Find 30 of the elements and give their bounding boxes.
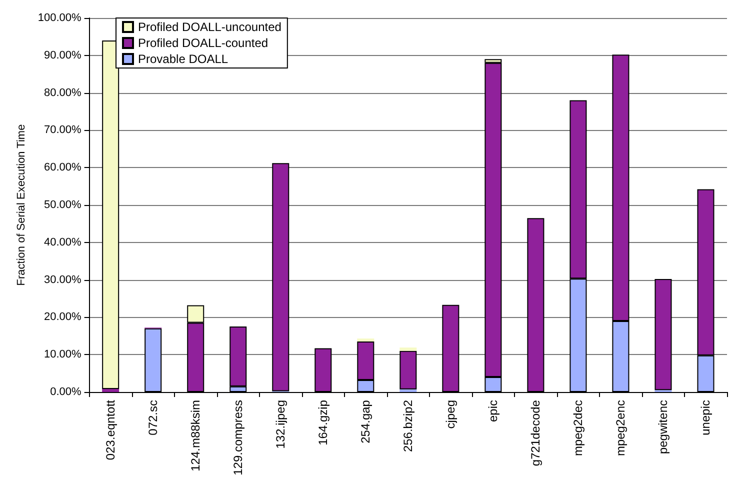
y-tick-label: 20.00%	[44, 311, 82, 324]
x-tick-label: 023.eqntott	[104, 399, 118, 460]
x-tick-label: 129.compress	[231, 400, 246, 476]
y-tick-label: 30.00%	[44, 274, 82, 286]
x-tick-label: 254.gap	[358, 400, 373, 444]
legend-label: Provable DOALL	[138, 52, 228, 66]
y-tick-label: 40.00%	[44, 236, 82, 248]
x-tick-label: 256.bzip2	[401, 400, 416, 452]
y-axis-title: Fraction of Serial Execution Time	[16, 124, 28, 286]
x-tick-label: 124.m88ksim	[188, 400, 203, 472]
y-tick-label: 50.00%	[44, 199, 82, 211]
y-tick-label: 70.00%	[44, 124, 82, 136]
y-tick-label: 100.00%	[38, 12, 82, 24]
legend-label: Profiled DOALL-uncounted	[138, 20, 282, 34]
x-tick-label: mpeg2enc	[614, 400, 628, 456]
legend-label: Profiled DOALL-counted	[138, 36, 268, 50]
x-tick-label: mpeg2dec	[571, 400, 586, 456]
x-tick-label: g721decode	[528, 400, 543, 466]
y-tick-label: 60.00%	[44, 162, 82, 174]
x-tick-label: 072.sc	[146, 400, 160, 436]
x-tick-label: pegwitenc	[656, 400, 670, 454]
y-tick-label: 0.00%	[50, 386, 82, 398]
x-tick-label: 132.ijpeg	[274, 400, 288, 449]
y-tick-label: 80.00%	[44, 86, 82, 99]
x-tick-label: cjpeg	[444, 400, 458, 429]
y-tick-label: 10.00%	[44, 348, 82, 361]
x-tick-label: unepic	[698, 400, 713, 436]
x-tick-label: epic	[486, 400, 500, 422]
y-tick-label: 90.00%	[44, 49, 82, 62]
x-tick-label: 164.gzip	[316, 400, 330, 446]
